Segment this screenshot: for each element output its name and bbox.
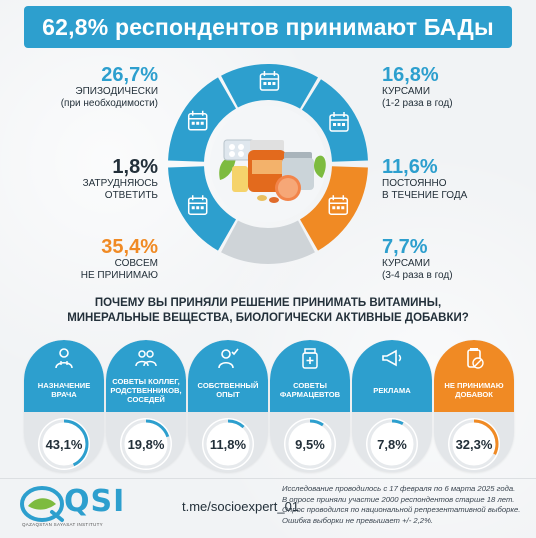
reason-pct: 7,8% [377,436,407,452]
reason-label: СОБСТВЕННЫЙ ОПЫТ [197,381,259,399]
megaphone-icon [382,349,402,367]
stat-courses-1-2-label-2: (1-2 раза в год) [382,98,453,109]
title-banner: 62,8% респондентов принимают БАДы [24,6,512,48]
reason-pct: 43,1% [45,436,83,452]
reason-progress-arc [39,419,89,469]
footer-divider [0,478,536,479]
reason-card-header [352,340,432,412]
stat-constant-pct: 11,6% [382,156,438,178]
stat-not-taking-label-2: НЕ ПРИНИМАЮ [80,270,158,281]
reason-value-circle: 7,8% [366,418,418,470]
segment-hard-to-say [221,220,315,264]
stat-courses-3-4: 7,7% КУРСАМИ (3-4 раза в год) [382,236,522,282]
segment-courses-1-2 [168,77,236,162]
reason-card: СОВЕТЫ КОЛЛЕГ, РОДСТВЕННИКОВ, СОСЕДЕЙ 19… [106,340,186,472]
reason-pct: 19,8% [127,436,165,452]
stat-not-taking-label-1: СОВСЕМ [114,258,158,269]
reason-progress-arc [285,419,335,469]
stat-courses-3-4-label-2: (3-4 раза в год) [382,270,453,281]
segment-constant [221,64,318,109]
calendar-icon [259,71,280,91]
calendar-icon [187,110,208,131]
stat-episodic: 26,7% ЭПИЗОДИЧЕСКИ (при необходимости) [50,64,158,110]
supplements-illustration [210,106,326,222]
question-line-2: МИНЕРАЛЬНЫЕ ВЕЩЕСТВА, БИОЛОГИЧЕСКИ АКТИВ… [67,312,469,324]
reason-label: СОВЕТЫ ФАРМАЦЕВТОВ [279,381,341,399]
reason-progress-arc [367,419,417,469]
reason-label: НЕ ПРИНИМАЮ ДОБАВОК [444,381,504,399]
survey-note-line-4: Ошибка выборки не превышает +/- 2,2%. [282,515,434,525]
reason-pct: 9,5% [295,436,325,452]
donut-ring [168,64,368,264]
reason-progress-ring [449,419,499,469]
reason-progress-arc [449,419,499,469]
reason-value-circle: 9,5% [284,418,336,470]
logo-subtitle: QAZAQSTAN SAYASAT INSTITUTY [22,522,103,527]
stat-constant: 11,6% ПОСТОЯННО В ТЕЧЕНИЕ ГОДА [382,156,522,202]
stat-hard-to-say: 1,8% ЗАТРУДНЯЮСЬ ОТВЕТИТЬ [50,156,158,202]
reason-pct: 11,8% [209,436,247,452]
people-icon [135,350,157,367]
reason-value-circle: 32,3% [448,418,500,470]
reason-progress-ring [367,419,417,469]
stat-courses-1-2-label-1: КУРСАМИ [382,86,431,97]
reason-progress-ring [203,419,253,469]
stat-hard-to-say-pct: 1,8% [112,156,158,178]
logo-text: QSI [64,484,126,519]
reason-pct: 32,3% [455,436,493,452]
reason-card-header [188,340,268,412]
question-line-1: ПОЧЕМУ ВЫ ПРИНЯЛИ РЕШЕНИЕ ПРИНИМАТЬ ВИТА… [94,297,442,309]
doctor-icon [55,348,73,369]
survey-note-line-2: В опросе приняли участие 2000 респондент… [282,494,515,504]
stat-courses-3-4-label-1: КУРСАМИ [382,258,431,269]
stat-not-taking-pct: 35,4% [101,236,158,258]
survey-note-line-1: Исследование проводилось с 17 февраля по… [282,484,516,493]
calendar-icon [328,195,349,215]
stat-episodic-label-1: ЭПИЗОДИЧЕСКИ [75,86,158,97]
person-check-icon [218,348,239,369]
reason-card-header [106,340,186,412]
qsi-logo-emblem-icon [20,486,64,522]
stat-not-taking: 35,4% СОВСЕМ НЕ ПРИНИМАЮ [50,236,158,282]
stat-hard-to-say-label-2: ОТВЕТИТЬ [104,190,158,201]
reason-value-circle: 43,1% [38,418,90,470]
page-title: 62,8% респондентов принимают БАДы [42,13,494,40]
reason-card: СОБСТВЕННЫЙ ОПЫТ 11,8% [188,340,268,472]
reason-value-circle: 19,8% [120,418,172,470]
stat-episodic-pct: 26,7% [101,64,158,86]
reason-card: РЕКЛАМА 7,8% [352,340,432,472]
no-pills-icon [467,348,484,369]
stat-episodic-label-2: (при необходимости) [60,98,158,109]
reason-progress-ring [285,419,335,469]
calendar-icon [187,195,208,215]
stat-hard-to-say-label-1: ЗАТРУДНЯЮСЬ [82,178,158,189]
stat-constant-label-2: В ТЕЧЕНИЕ ГОДА [382,190,468,201]
reason-value-circle: 11,8% [202,418,254,470]
reason-label: РЕКЛАМА [373,385,411,395]
reason-card-header [270,340,350,412]
reason-progress-arc [121,419,171,469]
reason-card-header [24,340,104,412]
reason-label: НАЗНАЧЕНИЕ ВРАЧА [37,381,91,399]
question-heading: ПОЧЕМУ ВЫ ПРИНЯЛИ РЕШЕНИЕ ПРИНИМАТЬ ВИТА… [40,296,496,326]
calendar-icon [329,112,349,132]
reason-card: СОВЕТЫ ФАРМАЦЕВТОВ 9,5% [270,340,350,472]
reason-progress-arc [203,419,253,469]
pharmacist-icon [302,348,318,369]
reason-label: СОВЕТЫ КОЛЛЕГ, РОДСТВЕННИКОВ, СОСЕДЕЙ [110,376,182,404]
stat-courses-1-2: 16,8% КУРСАМИ (1-2 раза в год) [382,64,522,110]
survey-note-line-3: Опрос проводился по национальной репрезе… [282,505,521,514]
reason-card-header [434,340,514,412]
stat-constant-label-1: ПОСТОЯННО [382,178,447,189]
survey-note: Исследование проводилось с 17 февраля по… [282,484,530,526]
stat-courses-3-4-pct: 7,7% [382,236,428,258]
telegram-link[interactable]: t.me/socioexpert_01 [182,499,300,514]
stat-courses-1-2-pct: 16,8% [382,64,439,86]
reason-progress-ring [39,419,89,469]
reason-progress-ring [121,419,171,469]
reason-card: НАЗНАЧЕНИЕ ВРАЧА 43,1% [24,340,104,472]
reason-card: НЕ ПРИНИМАЮ ДОБАВОК 32,3% [434,340,514,472]
